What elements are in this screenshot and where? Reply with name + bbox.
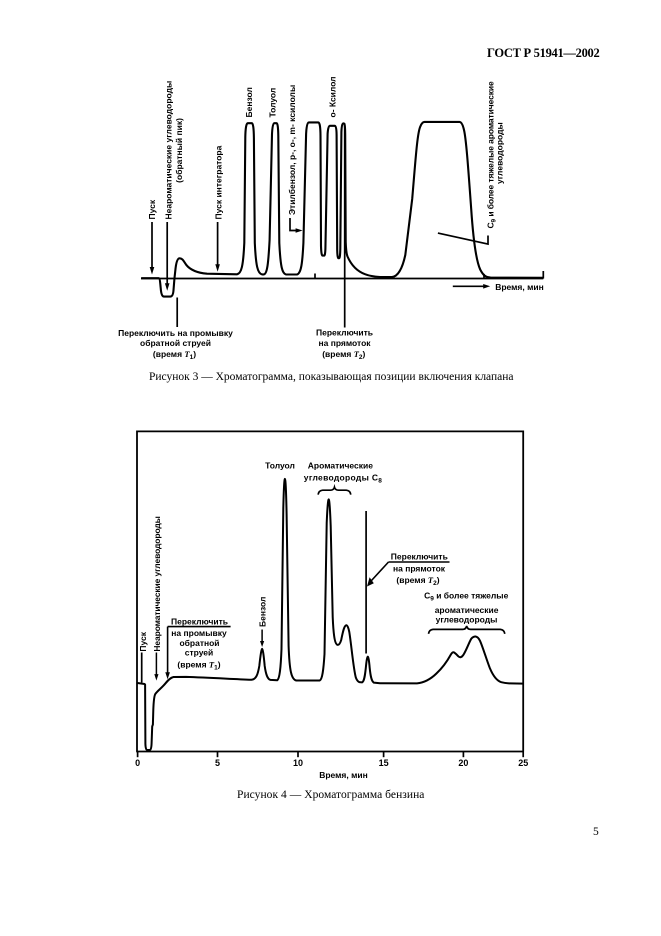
svg-text:обратной струей: обратной струей	[140, 338, 211, 348]
svg-text:Бензол: Бензол	[257, 597, 267, 627]
svg-text:(время T2): (время T2)	[322, 349, 365, 361]
svg-text:(время T2): (время T2)	[396, 575, 439, 587]
svg-text:Толуол: Толуол	[265, 461, 295, 471]
svg-text:25: 25	[518, 758, 528, 768]
svg-text:C9 и более тяжелые: C9 и более тяжелые	[424, 591, 508, 603]
svg-text:5: 5	[215, 758, 220, 768]
svg-text:на промывку: на промывку	[171, 628, 227, 638]
svg-text:Пуск: Пуск	[147, 199, 157, 219]
svg-text:Переключить: Переключить	[171, 616, 228, 626]
svg-text:Ароматические: Ароматические	[308, 461, 373, 471]
svg-text:углеводороды C8: углеводороды C8	[304, 473, 382, 485]
svg-text:15: 15	[379, 758, 389, 768]
svg-text:0: 0	[135, 758, 140, 768]
svg-text:Неароматические углеводороды: Неароматические углеводороды	[164, 81, 174, 220]
svg-text:10: 10	[293, 758, 303, 768]
svg-text:20: 20	[458, 758, 468, 768]
svg-text:Толуол: Толуол	[268, 88, 278, 118]
svg-text:ароматические: ароматические	[435, 605, 499, 615]
svg-text:Неароматические углеводороды: Неароматические углеводороды	[152, 516, 162, 651]
svg-text:о- Ксилол: о- Ксилол	[327, 76, 337, 117]
svg-text:(время T1): (время T1)	[153, 349, 196, 361]
svg-text:(время T1): (время T1)	[177, 659, 220, 671]
svg-text:(обратный пик): (обратный пик)	[174, 118, 184, 183]
svg-text:струей: струей	[185, 648, 214, 658]
svg-text:обратной: обратной	[179, 638, 219, 648]
svg-text:Время, мин: Время, мин	[495, 282, 544, 292]
svg-text:Переключить на промывку: Переключить на промывку	[118, 328, 233, 338]
svg-text:углеводороды: углеводороды	[495, 122, 505, 184]
svg-text:углеводороды: углеводороды	[436, 614, 498, 624]
svg-text:на прямоток: на прямоток	[393, 563, 446, 573]
svg-text:Переключить: Переключить	[316, 327, 373, 337]
svg-text:Бензол: Бензол	[244, 87, 254, 117]
svg-text:Этилбензол, p-, о-, m- ксилолы: Этилбензол, p-, о-, m- ксилолы	[287, 85, 297, 215]
svg-text:Переключить: Переключить	[391, 551, 448, 561]
svg-text:на прямоток: на прямоток	[318, 338, 371, 348]
svg-text:Пуск: Пуск	[138, 631, 148, 651]
svg-text:Пуск интегратора: Пуск интегратора	[214, 145, 224, 219]
svg-text:C9 и более тяжелые ароматическ: C9 и более тяжелые ароматические	[485, 81, 497, 229]
svg-text:Время, мин: Время, мин	[319, 770, 368, 780]
